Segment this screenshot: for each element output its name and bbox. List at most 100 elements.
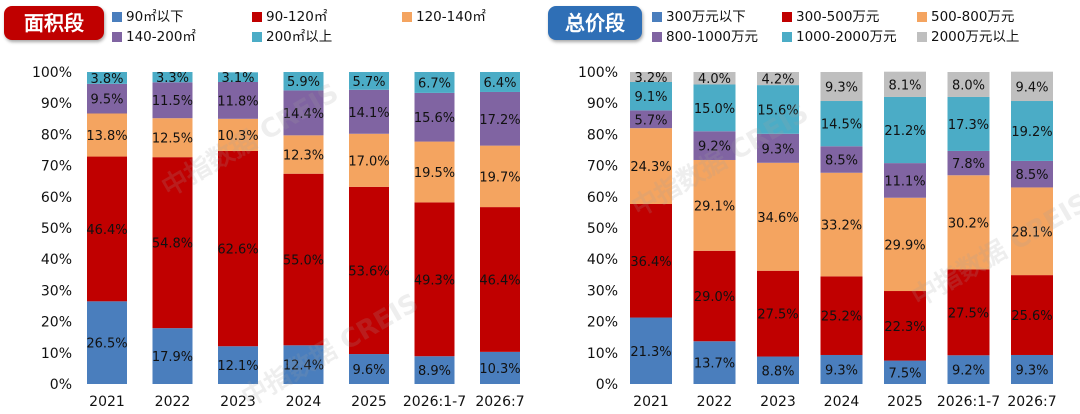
bar-segment — [87, 72, 127, 84]
data-label: 49.3% — [414, 273, 455, 288]
data-label: 8.1% — [888, 78, 921, 93]
bar-segment — [693, 159, 736, 251]
data-label: 8.8% — [761, 364, 794, 379]
legend-label: 2000万元以上 — [931, 29, 1020, 45]
bar-segment — [884, 71, 926, 97]
data-label: 9.1% — [634, 90, 667, 105]
bar-segment — [480, 72, 520, 92]
x-tick-label: 2026:7 — [475, 394, 524, 410]
data-label: 46.4% — [86, 223, 127, 238]
y-tick-label: 30% — [41, 283, 72, 299]
legend-label: 90㎡以下 — [126, 9, 184, 25]
legend-item: 90㎡以下 — [112, 8, 184, 26]
legend-item: 90-120㎡ — [252, 8, 327, 26]
data-label: 53.6% — [348, 264, 389, 279]
data-label: 8.5% — [825, 154, 858, 169]
area-segment-chart: 0% 10% 20% 30% 40% 50% 60% 70% 80% 90% 100% 26.5% 46… — [32, 65, 525, 410]
data-label: 19.2% — [1011, 125, 1052, 140]
bar-segment — [87, 301, 127, 384]
data-label: 9.3% — [825, 81, 858, 96]
bar-segment — [947, 269, 990, 356]
x-tick-label: 2025 — [887, 394, 923, 410]
bar-segment — [820, 172, 863, 277]
data-label: 8.5% — [1015, 168, 1048, 183]
area-segment-legend: 90㎡以下 90-120㎡ 120-140㎡ 140-200㎡ 200㎡以上 — [112, 8, 532, 52]
total-price-segment-panel: 总价段 300万元以下 300-500万元 500-800万元 800-1000万元 1… — [540, 0, 1080, 411]
x-tick-label: 2021 — [89, 394, 125, 410]
bar-segment — [884, 360, 926, 384]
legend-label: 120-140㎡ — [416, 9, 486, 25]
bar-segment — [630, 128, 672, 204]
data-label: 17.0% — [348, 154, 389, 169]
bar-segment — [87, 83, 127, 114]
bar-segment — [820, 101, 863, 147]
data-label: 19.5% — [414, 166, 455, 181]
x-tick-label: 2023 — [760, 394, 796, 410]
data-label: 14.4% — [283, 107, 324, 122]
data-label: 27.5% — [948, 306, 989, 321]
y-tick-label: 100% — [578, 65, 618, 81]
legend-label: 200㎡以上 — [266, 29, 333, 45]
x-tick-label: 2026:1-7 — [937, 394, 1000, 410]
data-label: 7.8% — [952, 157, 985, 172]
data-label: 9.3% — [825, 363, 858, 378]
y-tick-label: 0% — [50, 377, 72, 393]
data-label: 6.4% — [483, 76, 516, 91]
data-label: 33.2% — [821, 219, 862, 234]
legend-item: 120-140㎡ — [402, 8, 486, 26]
y-tick-label: 40% — [41, 252, 72, 268]
bar-segment — [757, 270, 799, 357]
data-label: 4.0% — [698, 72, 731, 87]
data-label: 9.5% — [90, 93, 123, 108]
data-label: 9.2% — [698, 140, 731, 155]
data-label: 28.1% — [1011, 225, 1052, 240]
bar-segment — [480, 91, 520, 146]
y-tick-label: 50% — [587, 221, 618, 237]
data-label: 15.6% — [414, 111, 455, 126]
data-label: 8.9% — [418, 364, 451, 379]
bar-segment — [283, 135, 324, 174]
bar-segment — [218, 72, 258, 82]
bar-segment — [1011, 71, 1053, 102]
legend-swatch — [917, 32, 927, 42]
bar-segment — [480, 207, 520, 352]
bar-segment — [693, 341, 736, 384]
bar-segment — [218, 346, 258, 384]
data-label: 29.1% — [694, 199, 735, 214]
bar-segment — [884, 291, 926, 361]
data-label: 25.2% — [821, 310, 862, 325]
data-label: 15.0% — [694, 102, 735, 117]
bar-segment — [757, 72, 799, 86]
data-label: 3.8% — [90, 72, 123, 87]
bar-segment — [152, 82, 193, 119]
bar-segment — [630, 317, 672, 384]
y-tick-label: 20% — [41, 315, 72, 331]
bar-segment — [693, 84, 736, 132]
data-label: 14.1% — [348, 106, 389, 121]
bar-segment — [947, 150, 990, 176]
x-tick-label: 2026:7 — [1007, 394, 1056, 410]
data-label: 5.9% — [287, 75, 320, 90]
y-tick-label: 80% — [41, 127, 72, 143]
legend-label: 500-800万元 — [931, 9, 1015, 25]
bar-segment — [414, 92, 455, 142]
bar-segment — [152, 72, 193, 83]
bar-segment — [630, 110, 672, 129]
bar-segment — [757, 162, 799, 271]
legend-item: 300-500万元 — [782, 8, 879, 26]
legend-swatch — [252, 12, 262, 22]
data-label: 25.6% — [1011, 309, 1052, 324]
y-tick-label: 70% — [41, 159, 72, 175]
data-label: 11.8% — [217, 94, 258, 109]
legend-swatch — [112, 32, 122, 42]
bar-segment — [947, 355, 990, 384]
bar-segment — [218, 81, 258, 119]
bar-segment — [1011, 354, 1053, 384]
x-tick-label: 2024 — [286, 394, 322, 410]
bar-segment — [1011, 160, 1053, 188]
bar-segment — [757, 356, 799, 384]
bar-segment — [152, 328, 193, 384]
bar-segment — [947, 175, 990, 270]
bar-segment — [630, 81, 672, 111]
data-label: 22.3% — [884, 320, 925, 335]
